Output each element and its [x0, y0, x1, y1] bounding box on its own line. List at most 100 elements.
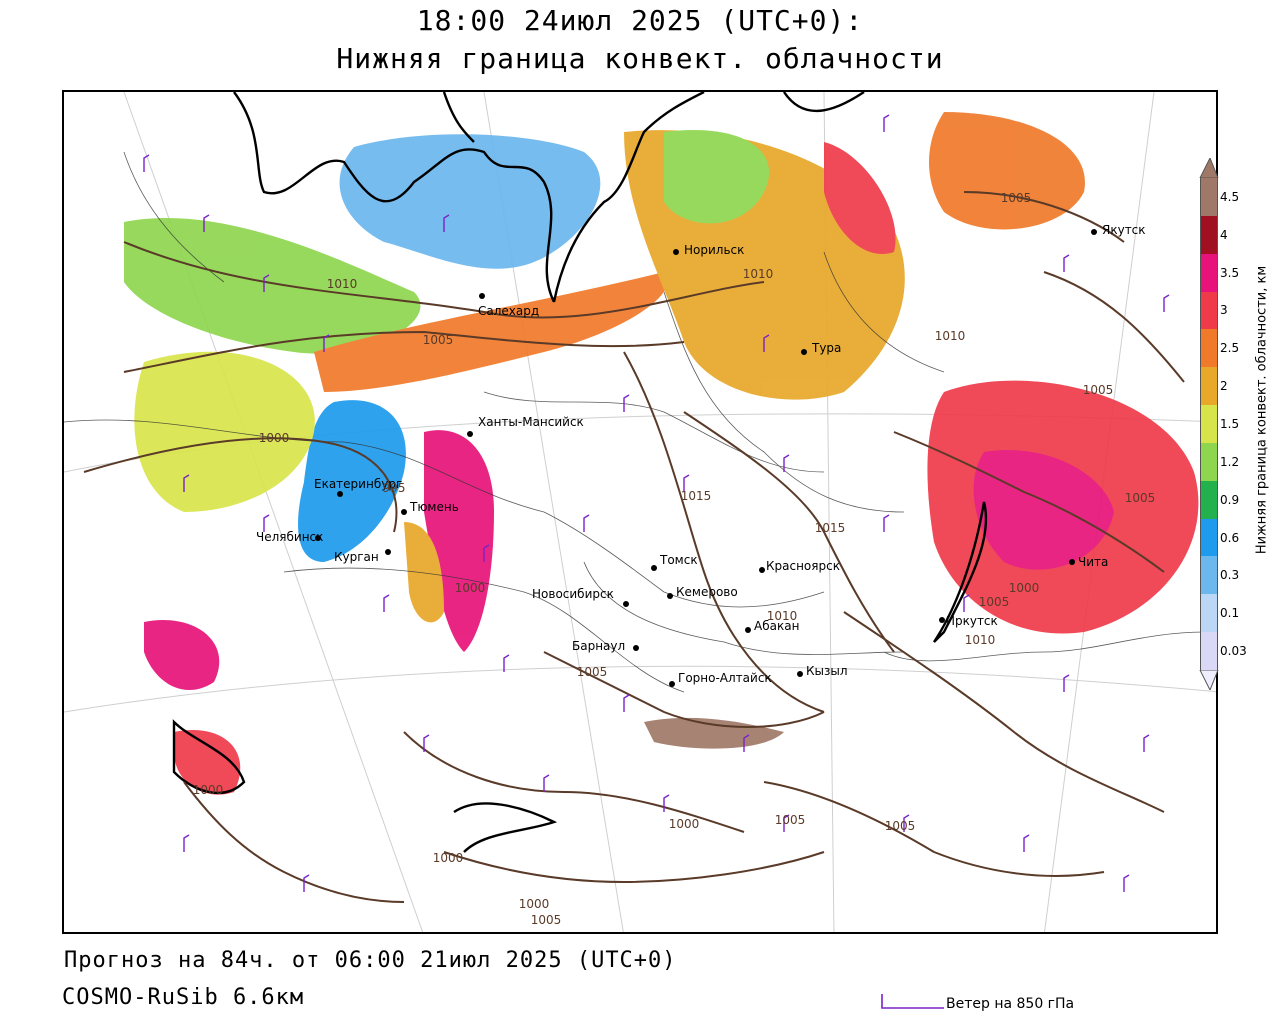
legend-tick-label: 0.03 [1220, 644, 1247, 659]
cloud-region-khanty-2 [404, 522, 444, 623]
coastline [172, 92, 988, 853]
city-dot [669, 681, 675, 687]
cloud-region-tura [824, 142, 896, 254]
isobar-label: 1010 [766, 609, 798, 623]
city-dot [673, 249, 679, 255]
cloud-field [124, 112, 1199, 795]
city-dot [401, 509, 407, 515]
city-label-abakan: Абакан [754, 619, 800, 633]
model-name: COSMO-RuSib 6.6км [62, 985, 305, 1010]
isobar-label: 1005 [576, 665, 608, 679]
isobar-label: 1000 [258, 431, 290, 445]
cloud-region-sw [144, 620, 220, 691]
map-canvas [64, 92, 1216, 932]
isobar-label: 1010 [964, 633, 996, 647]
cloud-region-yakutia [929, 112, 1085, 230]
color-legend: 0.03 0.1 0.3 0.6 0.9 1.2 1.5 2 2.5 3 3.5 4 4.5 [1198, 158, 1268, 690]
city-label-khanty-mansiysk: Ханты-Мансийск [478, 415, 584, 429]
city-label-barnaul: Барнаул [572, 639, 626, 653]
legend-top-arrow [1199, 158, 1219, 178]
isobar-label: 1000 [518, 897, 550, 911]
time-title: 18:00 24июл 2025 (UTC+0): [416, 4, 864, 37]
legend-tick-label: 0.6 [1220, 530, 1240, 545]
cloud-region-west [124, 218, 421, 354]
legend-swatch [1200, 632, 1218, 670]
legend-swatch [1200, 367, 1218, 406]
cloud-region-sw-2 [174, 730, 241, 795]
city-label-chita: Чита [1078, 555, 1109, 569]
wind-barbs [143, 114, 1170, 892]
city-label-novosibirsk: Новосибирск [532, 587, 614, 601]
city-label-norilsk: Норильск [684, 243, 745, 257]
legend-swatch [1200, 518, 1218, 557]
city-dot [651, 565, 657, 571]
city-dot [939, 617, 945, 623]
city-dot [745, 627, 751, 633]
legend-title: Нижняя граница конвект. облачности, км [1254, 265, 1270, 555]
isobar-label: 1015 [680, 489, 712, 503]
wind-barb-icon [881, 994, 944, 1009]
legend-tick-label: 2.5 [1220, 341, 1240, 356]
legend-tick-label: 4.5 [1220, 189, 1240, 204]
city-dot [385, 549, 391, 555]
city-dot [467, 431, 473, 437]
legend-tick-label: 1.2 [1220, 454, 1240, 469]
isobar-label: 1000 [454, 581, 486, 595]
isobar-label: 1000 [192, 783, 224, 797]
forecast-map[interactable]: Норильск Якутск Салехард Тура Ханты-Манс… [62, 90, 1218, 934]
cloud-region-band [314, 272, 668, 392]
legend-swatch [1200, 594, 1218, 633]
cloud-region-altai [644, 717, 784, 749]
city-dot [759, 567, 765, 573]
legend-tick-label: 2 [1220, 379, 1228, 394]
city-dot [797, 671, 803, 677]
legend-tick-label: 0.1 [1220, 606, 1240, 621]
city-label-yekaterinburg: Екатеринбург [314, 477, 403, 491]
legend-bottom-arrow [1199, 670, 1219, 690]
isobar-label: 1010 [934, 329, 966, 343]
city-dot [623, 601, 629, 607]
city-dot [1091, 229, 1097, 235]
legend-tick-label: 0.9 [1220, 492, 1240, 507]
city-label-yakutsk: Якутск [1102, 223, 1146, 237]
city-label-chelyabinsk: Челябинск [256, 530, 324, 544]
legend-tick-label: 0.3 [1220, 568, 1240, 583]
isobar-label: 1005 [530, 913, 562, 927]
city-label-tomsk: Томск [660, 553, 698, 567]
city-dot [801, 349, 807, 355]
isobar-label: 1005 [1000, 191, 1032, 205]
isobar-label: 1005 [1124, 491, 1156, 505]
field-title: Нижняя граница конвект. облачности [336, 42, 944, 75]
isobar-label: 1005 [978, 595, 1010, 609]
city-label-tyumen: Тюмень [410, 500, 459, 514]
wind-legend: Ветер на 850 гПа [880, 990, 1140, 1020]
legend-tick-label: 1.5 [1220, 417, 1240, 431]
legend-swatch [1200, 291, 1218, 330]
isobar-label: 1005 [422, 333, 454, 347]
legend-swatch [1200, 480, 1218, 519]
city-label-kyzyl: Кызыл [806, 664, 848, 678]
legend-swatch [1200, 556, 1218, 595]
isobar-label: 1010 [326, 277, 358, 291]
city-dot [1069, 559, 1075, 565]
city-label-irkutsk: Иркутск [946, 614, 998, 628]
isobar-label: 1015 [814, 521, 846, 535]
legend-swatch [1200, 442, 1218, 481]
isobar-label: 1000 [1008, 581, 1040, 595]
isobar-label: 1000 [432, 851, 464, 865]
legend-tick-label: 4 [1220, 227, 1228, 242]
isobar-label: 995 [382, 481, 406, 495]
city-label-tura: Тура [812, 341, 842, 355]
legend-swatch [1200, 253, 1218, 292]
isobars [83, 191, 1185, 903]
city-label-salekhard: Салехард [478, 304, 540, 318]
city-label-kemerovo: Кемерово [676, 585, 738, 599]
city-label-krasnoyarsk: Красноярск [766, 559, 840, 573]
cloud-region-yamal [339, 134, 601, 269]
isobar-label: 1000 [668, 817, 700, 831]
isobar-label: 1010 [742, 267, 774, 281]
city-dot [315, 535, 321, 541]
cloud-region-baikal-2 [973, 450, 1114, 570]
cloud-region-westsib [134, 351, 315, 512]
legend-swatch [1200, 178, 1218, 216]
